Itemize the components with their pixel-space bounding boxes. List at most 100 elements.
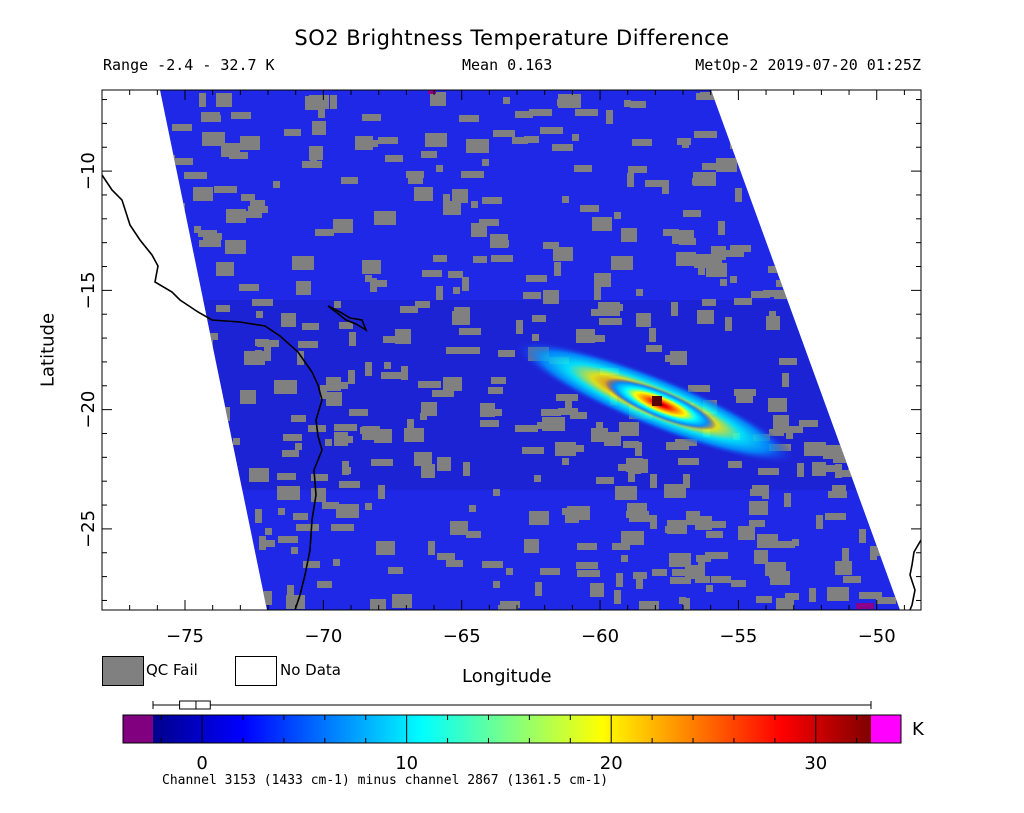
qc-fail-pixel	[628, 166, 647, 173]
qc-fail-pixel	[430, 92, 446, 106]
qc-fail-pixel	[678, 458, 699, 465]
qc-fail-pixel	[273, 181, 280, 188]
qc-fail-pixel	[295, 443, 302, 450]
qc-fail-pixel	[274, 380, 297, 394]
colorbar-main	[153, 715, 871, 743]
qc-fail-pixel	[349, 409, 368, 416]
qc-fail-pixel	[298, 341, 318, 348]
qc-fail-pixel	[594, 273, 611, 287]
x-tick-label: −70	[304, 626, 342, 647]
qc-fail-pixel	[239, 284, 259, 291]
qc-fail-pixel	[287, 585, 294, 599]
axis-ticks	[102, 90, 921, 610]
qc-fail-pixel	[395, 330, 411, 344]
lake-titicaca	[327, 305, 368, 332]
qc-fail-pixel	[374, 211, 396, 225]
qc-fail-pixel	[459, 115, 479, 122]
y-tick-label: −25	[78, 510, 99, 548]
qc-fail-pixel	[370, 278, 377, 292]
qc-fail-pixel	[216, 305, 230, 312]
qc-fail-pixel	[193, 187, 213, 201]
qc-fail-pixel	[493, 581, 500, 588]
qc-fail-pixel	[535, 582, 542, 596]
qc-fail-pixel	[503, 97, 510, 104]
qc-fail-pixel	[562, 196, 569, 203]
qc-fail-pixel	[540, 568, 560, 575]
qc-fail-pixel	[374, 429, 392, 443]
y-tick-label: −10	[78, 152, 99, 190]
qc-fail-pixel	[670, 577, 691, 584]
qc-fail-pixel	[255, 509, 262, 523]
qc-fail-pixel	[682, 141, 689, 148]
qc-fail-pixel	[491, 255, 513, 262]
qc-fail-pixel	[406, 171, 424, 178]
qc-fail-pixel	[688, 385, 710, 392]
qc-fail-pixel	[828, 491, 847, 498]
qc-fail-pixel	[698, 560, 705, 567]
qc-fail-pixel	[650, 474, 657, 488]
qc-fail-pixel	[694, 131, 717, 138]
qc-fail-pixel	[749, 520, 765, 527]
qc-fail-pixel	[672, 230, 694, 244]
qc-fail-pixel	[627, 173, 634, 187]
qc-fail-pixel	[376, 541, 395, 555]
qc-fail-pixel	[334, 424, 357, 431]
plot-title: SO2 Brightness Temperature Difference	[294, 26, 730, 50]
no-data-label: No Data	[280, 661, 341, 679]
qc-fail-pixel	[614, 590, 621, 604]
qc-fail-pixel	[782, 373, 789, 387]
qc-fail-pixel	[556, 394, 578, 401]
qc-fail-pixel	[257, 340, 279, 347]
qc-fail-pixel	[428, 541, 435, 555]
qc-fail-pixel	[705, 521, 726, 528]
qc-fail-pixel	[529, 511, 549, 525]
qc-fail-pixel	[619, 422, 639, 436]
qc-fail-pixel	[859, 529, 866, 543]
qc-fail-pixel	[786, 432, 793, 439]
qc-fail-pixel	[265, 528, 272, 535]
qc-fail-pixel	[341, 382, 348, 389]
colorbar-tick-label: 20	[600, 753, 623, 774]
qc-fail-pixel	[663, 229, 679, 236]
qc-fail-pixel	[576, 562, 598, 569]
qc-fail-pixel	[773, 415, 789, 429]
qc-fail-pixel	[248, 206, 268, 213]
qc-fail-pixel	[624, 100, 631, 107]
qc-fail-pixel	[730, 276, 737, 283]
qc-fail-pixel	[443, 194, 450, 208]
qc-fail-pixel	[757, 534, 778, 548]
qc-fail-pixel	[436, 286, 443, 300]
boxplot-box	[179, 700, 211, 710]
qc-fail-pixel	[198, 230, 217, 237]
qc-fail-pixel	[792, 539, 799, 546]
qc-fail-pixel	[448, 271, 463, 278]
qc-fail-pixel	[526, 275, 547, 282]
qc-fail-pixel	[552, 144, 573, 151]
qc-fail-pixel	[334, 301, 341, 308]
qc-fail-pixel	[634, 467, 641, 474]
qc-fail-pixel	[705, 552, 728, 559]
qc-fail-pixel	[652, 569, 667, 576]
qc-fail-pixel	[292, 256, 314, 270]
qc-fail-pixel	[832, 485, 846, 492]
qc-fail-pixel	[506, 568, 513, 575]
qc-fail-pixel	[322, 502, 339, 509]
qc-fail-pixel	[233, 438, 240, 445]
qc-fail-pixel	[471, 201, 478, 208]
qc-fail-pixel	[664, 484, 686, 498]
qc-fail-pixel	[720, 279, 727, 286]
qc-fail-pixel	[469, 505, 476, 512]
no-data-swatch	[235, 656, 277, 686]
qc-fail-pixel	[433, 255, 447, 262]
qc-fail-pixel	[696, 555, 711, 562]
qc-fail-pixel	[493, 489, 500, 496]
qc-fail-pixel	[555, 442, 576, 456]
qc-fail-pixel	[570, 412, 587, 419]
qc-fail-pixel	[326, 377, 341, 391]
qc-fail-pixel	[383, 336, 404, 343]
qc-fail-pixel	[446, 560, 463, 567]
qc-fail-pixel	[349, 332, 356, 346]
qc-fail-pixel	[524, 539, 539, 553]
qc-fail-pixel	[466, 531, 481, 538]
qc-fail-pixel	[293, 513, 308, 520]
